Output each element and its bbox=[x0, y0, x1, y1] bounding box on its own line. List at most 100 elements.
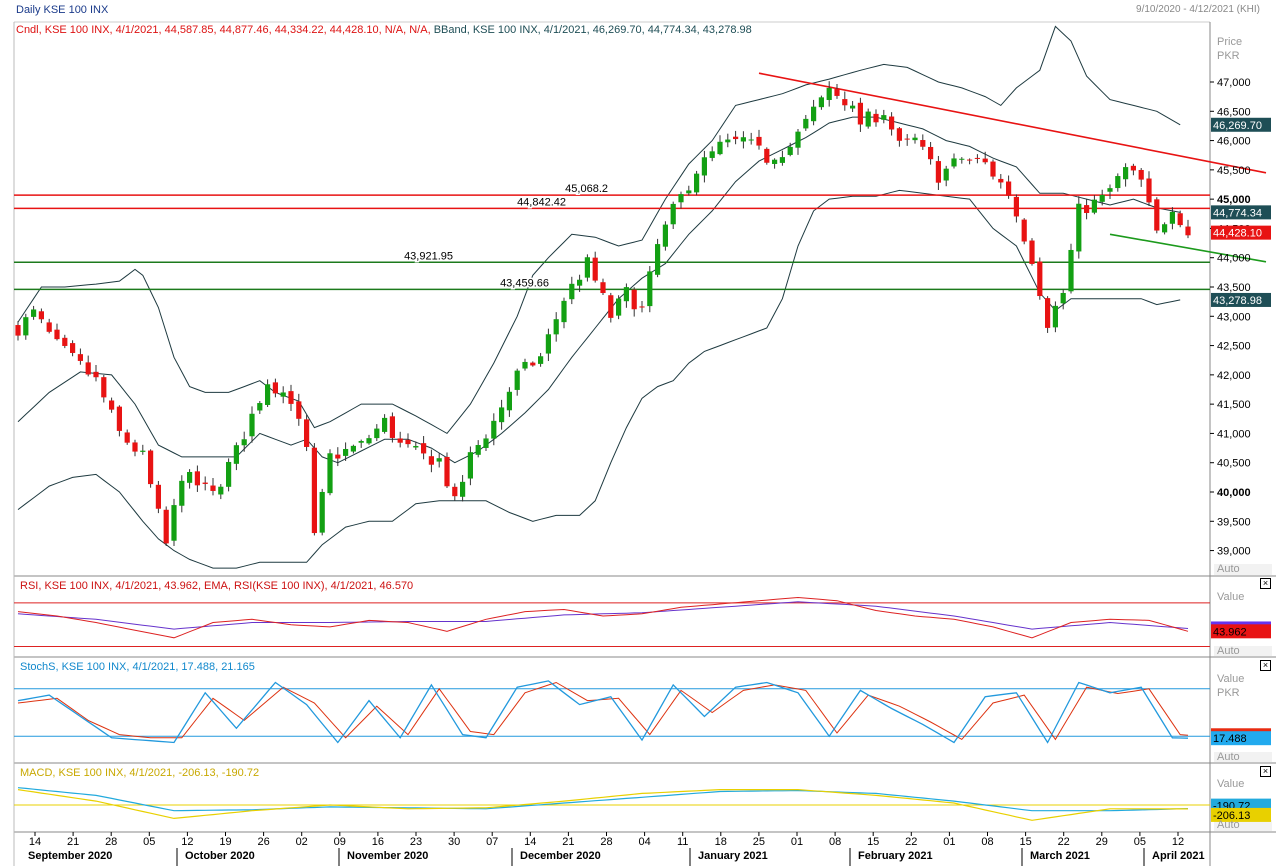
macd-panel-close-button[interactable]: × bbox=[1260, 766, 1271, 777]
candle-body[interactable] bbox=[374, 428, 380, 439]
candle-body[interactable] bbox=[405, 439, 411, 445]
main-auto-label[interactable]: Auto bbox=[1217, 563, 1240, 575]
candle-body[interactable] bbox=[304, 419, 310, 447]
candle-body[interactable] bbox=[600, 282, 606, 294]
candle-body[interactable] bbox=[218, 486, 224, 495]
candle-body[interactable] bbox=[187, 471, 193, 483]
candle-body[interactable] bbox=[1162, 224, 1168, 233]
candle-body[interactable] bbox=[842, 99, 848, 106]
candle-body[interactable] bbox=[1169, 211, 1175, 224]
candle-body[interactable] bbox=[1037, 261, 1043, 297]
candle-body[interactable] bbox=[616, 298, 622, 316]
candle-body[interactable] bbox=[951, 158, 957, 167]
candle-body[interactable] bbox=[553, 319, 559, 335]
candle-body[interactable] bbox=[623, 287, 629, 302]
candle-body[interactable] bbox=[717, 141, 723, 155]
candle-body[interactable] bbox=[811, 106, 817, 122]
candle-body[interactable] bbox=[538, 356, 544, 364]
candle-body[interactable] bbox=[998, 178, 1004, 183]
candle-body[interactable] bbox=[818, 97, 824, 108]
candle-body[interactable] bbox=[148, 450, 154, 485]
candle-body[interactable] bbox=[319, 491, 325, 533]
candle-body[interactable] bbox=[506, 391, 512, 411]
candle-body[interactable] bbox=[1185, 226, 1191, 236]
candle-body[interactable] bbox=[561, 300, 567, 323]
candle-body[interactable] bbox=[124, 432, 130, 443]
candle-body[interactable] bbox=[974, 157, 980, 159]
candle-body[interactable] bbox=[584, 257, 590, 278]
candle-body[interactable] bbox=[928, 146, 934, 160]
candle-body[interactable] bbox=[904, 138, 910, 140]
candle-body[interactable] bbox=[701, 157, 707, 176]
candle-body[interactable] bbox=[530, 362, 536, 366]
candle-body[interactable] bbox=[764, 148, 770, 163]
candle-body[interactable] bbox=[77, 354, 83, 361]
candle-body[interactable] bbox=[38, 311, 44, 320]
candle-body[interactable] bbox=[694, 173, 700, 193]
candle-body[interactable] bbox=[109, 400, 115, 410]
candle-body[interactable] bbox=[296, 401, 302, 419]
candle-body[interactable] bbox=[779, 157, 785, 163]
candle-body[interactable] bbox=[155, 484, 161, 509]
candle-body[interactable] bbox=[31, 309, 37, 317]
candle-body[interactable] bbox=[249, 413, 255, 437]
candle-body[interactable] bbox=[70, 343, 76, 353]
candle-body[interactable] bbox=[857, 102, 863, 125]
candle-body[interactable] bbox=[62, 337, 68, 346]
candle-body[interactable] bbox=[545, 334, 551, 354]
candle-body[interactable] bbox=[803, 118, 809, 129]
candle-body[interactable] bbox=[23, 317, 29, 336]
candle-body[interactable] bbox=[280, 392, 286, 397]
candle-body[interactable] bbox=[452, 486, 458, 497]
candle-body[interactable] bbox=[54, 329, 60, 340]
candle-body[interactable] bbox=[865, 111, 871, 127]
candle-body[interactable] bbox=[1052, 305, 1058, 328]
candle-body[interactable] bbox=[389, 416, 395, 438]
candle-body[interactable] bbox=[881, 115, 887, 120]
candle-body[interactable] bbox=[1084, 205, 1090, 213]
candle-body[interactable] bbox=[436, 458, 442, 462]
candle-body[interactable] bbox=[93, 371, 99, 378]
candle-body[interactable] bbox=[756, 136, 762, 146]
candle-body[interactable] bbox=[1029, 240, 1035, 264]
candle-body[interactable] bbox=[366, 438, 372, 444]
candle-body[interactable] bbox=[647, 271, 653, 307]
candle-body[interactable] bbox=[132, 442, 138, 452]
candle-body[interactable] bbox=[1146, 178, 1152, 203]
candle-body[interactable] bbox=[475, 445, 481, 455]
candle-body[interactable] bbox=[662, 224, 668, 247]
trendline-resistance[interactable] bbox=[758, 72, 1267, 174]
trendline-support[interactable] bbox=[1109, 233, 1267, 263]
candle-body[interactable] bbox=[670, 203, 676, 225]
candle-body[interactable] bbox=[873, 113, 879, 123]
candle-body[interactable] bbox=[116, 406, 122, 431]
candle-body[interactable] bbox=[787, 146, 793, 155]
candle-body[interactable] bbox=[1013, 196, 1019, 217]
candle-body[interactable] bbox=[850, 105, 856, 109]
rsi-panel-close-button[interactable]: × bbox=[1260, 578, 1271, 589]
candle-body[interactable] bbox=[163, 509, 169, 544]
candle-body[interactable] bbox=[920, 140, 926, 147]
candle-body[interactable] bbox=[46, 322, 52, 332]
candle-body[interactable] bbox=[1021, 219, 1027, 242]
candle-body[interactable] bbox=[959, 158, 965, 160]
stoch-auto-label[interactable]: Auto bbox=[1217, 751, 1240, 763]
candle-body[interactable] bbox=[912, 137, 918, 141]
main-price-panel[interactable]: 45,068.244,842.42 43,921.95 43,459.66 bbox=[14, 25, 1267, 569]
candle-body[interactable] bbox=[272, 382, 278, 394]
candle-body[interactable] bbox=[350, 445, 356, 452]
candle-body[interactable] bbox=[795, 131, 801, 148]
candle-body[interactable] bbox=[1138, 169, 1144, 180]
candle-body[interactable] bbox=[491, 420, 497, 439]
macd-auto-label[interactable]: Auto bbox=[1217, 819, 1240, 831]
candle-body[interactable] bbox=[1099, 194, 1105, 202]
candle-body[interactable] bbox=[522, 361, 528, 369]
candle-body[interactable] bbox=[335, 454, 341, 459]
candle-body[interactable] bbox=[631, 289, 637, 310]
candle-body[interactable] bbox=[967, 159, 973, 161]
candle-body[interactable] bbox=[514, 370, 520, 390]
candle-body[interactable] bbox=[1045, 298, 1051, 328]
candle-body[interactable] bbox=[397, 438, 403, 443]
candle-body[interactable] bbox=[483, 438, 489, 448]
